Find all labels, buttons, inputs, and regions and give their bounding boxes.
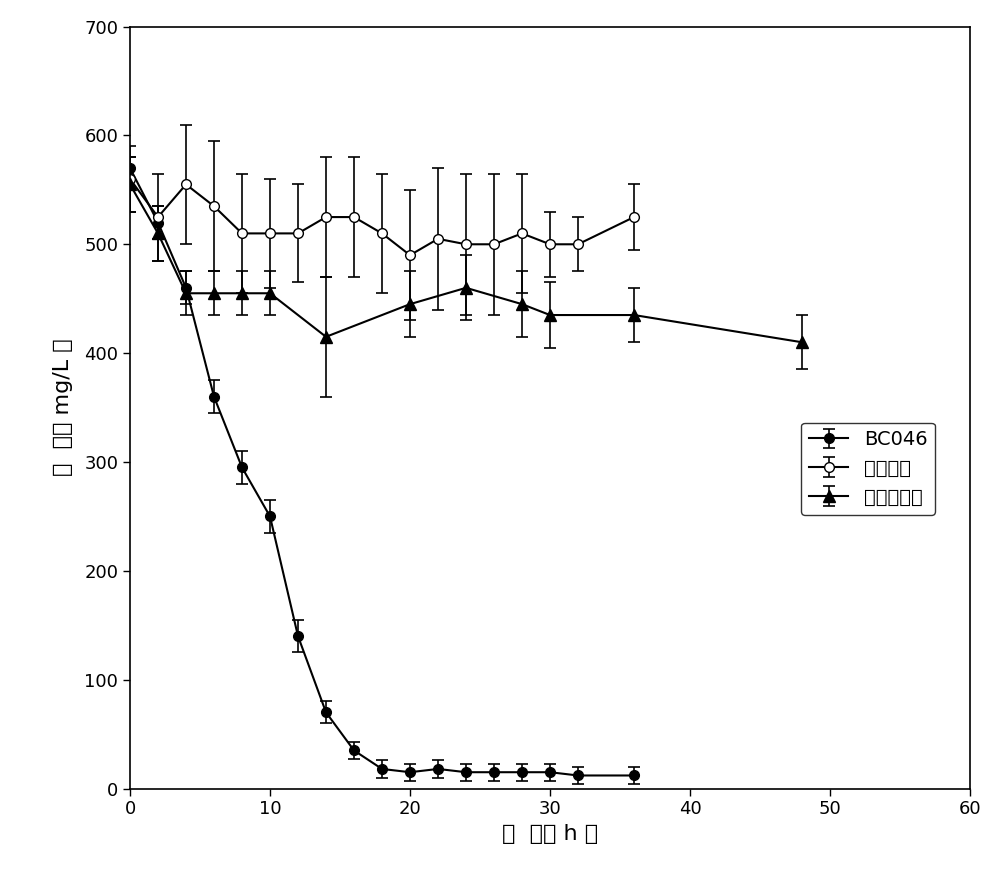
- Y-axis label: 咋  唆（ mg/L ）: 咋 唆（ mg/L ）: [53, 338, 73, 477]
- Legend: BC046, 空白对照, 死细胞对照: BC046, 空白对照, 死细胞对照: [801, 423, 935, 515]
- X-axis label: 时  间（ h ）: 时 间（ h ）: [502, 824, 598, 843]
